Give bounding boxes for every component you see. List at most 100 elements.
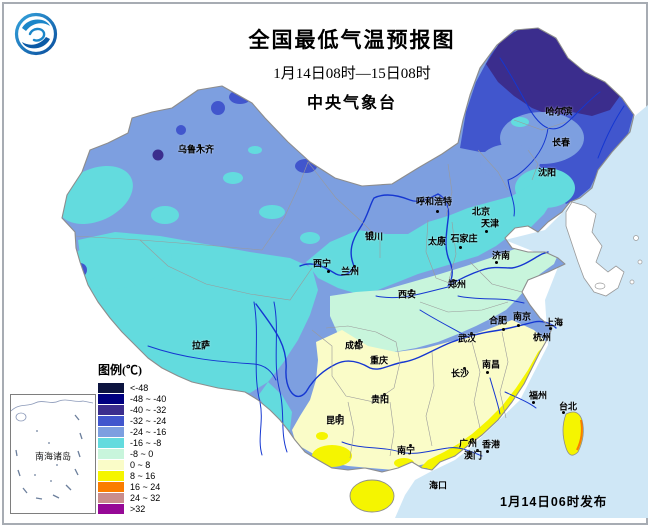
city-dot xyxy=(494,260,498,264)
city-label: 西安 xyxy=(397,289,417,300)
city-dot xyxy=(470,437,474,441)
china-outline xyxy=(61,27,635,473)
legend-item: 24 ~ 32 xyxy=(98,492,166,503)
city-dot xyxy=(352,264,356,268)
city-label: 北京 xyxy=(471,206,491,217)
city-label: 昆明 xyxy=(325,415,345,426)
legend-item: -32 ~ -24 xyxy=(98,415,166,426)
legend-swatch xyxy=(98,503,124,514)
legend-label: <-48 xyxy=(130,382,149,393)
title-block: 全国最低气温预报图 1月14日08时—15日08时 中央气象台 xyxy=(249,24,456,113)
city-dot xyxy=(501,327,505,331)
pearl-river xyxy=(341,441,483,457)
legend-swatch xyxy=(98,481,124,492)
legend-item: 8 ~ 16 xyxy=(98,470,166,481)
hainan-island xyxy=(349,479,395,513)
legend-swatch xyxy=(98,492,124,503)
city-label: 呼和浩特 xyxy=(415,196,453,207)
city-dot xyxy=(451,278,455,282)
legend-swatch xyxy=(98,382,124,393)
city-dot xyxy=(485,370,489,374)
inset-label: 南海诸岛 xyxy=(34,451,72,462)
city-label: 香港 xyxy=(481,439,501,450)
city-dot xyxy=(483,219,487,223)
legend-item: 16 ~ 24 xyxy=(98,481,166,492)
city-dot xyxy=(409,288,413,292)
publish-time: 1月14日06时发布 xyxy=(500,495,608,509)
city-label: 拉萨 xyxy=(191,340,211,351)
city-dot xyxy=(435,209,439,213)
city-dot xyxy=(382,392,386,396)
city-label: 上海 xyxy=(544,317,564,328)
legend-swatch xyxy=(98,404,124,415)
legend-swatch xyxy=(98,415,124,426)
legend-item: 0 ~ 8 xyxy=(98,459,166,470)
city-dot xyxy=(408,443,412,447)
city-label: 长沙 xyxy=(450,368,470,379)
legend-swatch xyxy=(98,393,124,404)
legend-swatch xyxy=(98,437,124,448)
city-label: 重庆 xyxy=(369,355,389,366)
city-dot xyxy=(431,480,435,484)
korea-peninsula xyxy=(565,201,643,297)
legend-label: 16 ~ 24 xyxy=(130,481,161,492)
city-label: 台北 xyxy=(558,401,578,412)
city-dot xyxy=(561,106,565,110)
city-dot xyxy=(469,331,473,335)
city-label: 石家庄 xyxy=(450,233,478,244)
city-label: 杭州 xyxy=(532,332,552,343)
city-label: 南京 xyxy=(512,311,532,322)
city-label: 银川 xyxy=(364,231,384,242)
legend-title: 图例(℃) xyxy=(98,363,142,377)
legend-label: -24 ~ -16 xyxy=(130,426,167,437)
city-dot xyxy=(549,167,553,171)
legend-label: -8 ~ 0 xyxy=(130,448,154,459)
city-label: 哈尔滨 xyxy=(545,106,573,117)
legend-label: -32 ~ -24 xyxy=(130,415,167,426)
city-dot xyxy=(439,235,443,239)
cma-logo-icon xyxy=(14,12,58,56)
south-china-sea-inset: 南海诸岛 xyxy=(10,394,96,514)
yangtze-river xyxy=(255,303,557,398)
legend-label: -16 ~ -8 xyxy=(130,437,162,448)
city-label: 乌鲁木齐 xyxy=(177,144,215,155)
city-dot xyxy=(462,366,466,370)
province-borders xyxy=(74,119,567,459)
legend-swatch xyxy=(98,470,124,481)
legend-item: -40 ~ -32 xyxy=(98,404,166,415)
legend-item: -24 ~ -16 xyxy=(98,426,166,437)
city-dot xyxy=(326,269,330,273)
taiwan-island xyxy=(562,411,584,456)
legend-swatch xyxy=(98,448,124,459)
city-dot xyxy=(536,332,540,336)
city-dot xyxy=(516,323,520,327)
city-dot xyxy=(561,410,565,414)
city-label: 南昌 xyxy=(481,359,501,370)
legend-label: -40 ~ -32 xyxy=(130,404,167,415)
city-label: 沈阳 xyxy=(537,167,557,178)
city-dot xyxy=(548,326,552,330)
city-dot xyxy=(484,229,488,233)
inset-islands xyxy=(10,399,94,500)
city-dot xyxy=(357,338,361,342)
city-label: 贵阳 xyxy=(370,394,390,405)
legend-items: <-48 -48 ~ -40 -40 ~ -32 -32 ~ -24 -24 ~ -16… xyxy=(98,382,166,514)
city-dot xyxy=(475,448,479,452)
city-dot xyxy=(197,143,201,147)
city-dot xyxy=(531,400,535,404)
legend-label: >32 xyxy=(130,503,146,514)
legend-label: 8 ~ 16 xyxy=(130,470,156,481)
city-label: 澳门 xyxy=(463,450,483,461)
legend-label: -48 ~ -40 xyxy=(130,393,167,404)
city-label: 广州 xyxy=(458,438,478,449)
city-label: 太原 xyxy=(427,236,447,247)
temperature-legend: 图例(℃) <-48 -48 ~ -40 -40 ~ -32 -32 ~ -24 -24… xyxy=(98,361,166,514)
valid-period: 1月14日08时—15日08时 xyxy=(273,66,431,82)
city-dot xyxy=(458,245,462,249)
city-label: 南宁 xyxy=(396,445,416,456)
city-label: 长春 xyxy=(551,137,571,148)
legend-item: -48 ~ -40 xyxy=(98,393,166,404)
city-label: 郑州 xyxy=(447,279,467,290)
legend-swatch xyxy=(98,459,124,470)
